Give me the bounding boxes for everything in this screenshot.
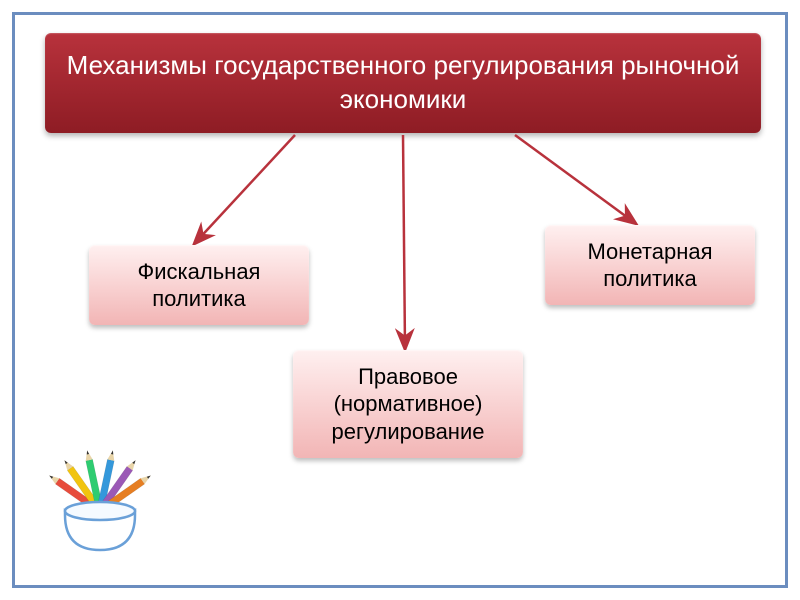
child-label-legal: Правовое (нормативное) регулирование [307, 363, 509, 446]
child-label-monetary: Монетарная политика [559, 238, 741, 293]
child-box-fiscal: Фискальная политика [89, 245, 309, 325]
child-box-monetary: Монетарная политика [545, 225, 755, 305]
pencils-icon [45, 445, 155, 555]
diagram-title-box: Механизмы государственного регулирования… [45, 33, 761, 133]
diagram-title-text: Механизмы государственного регулирования… [65, 49, 741, 117]
child-label-fiscal: Фискальная политика [103, 258, 295, 313]
child-box-legal: Правовое (нормативное) регулирование [293, 350, 523, 458]
diagram-canvas: Механизмы государственного регулирования… [12, 12, 788, 588]
